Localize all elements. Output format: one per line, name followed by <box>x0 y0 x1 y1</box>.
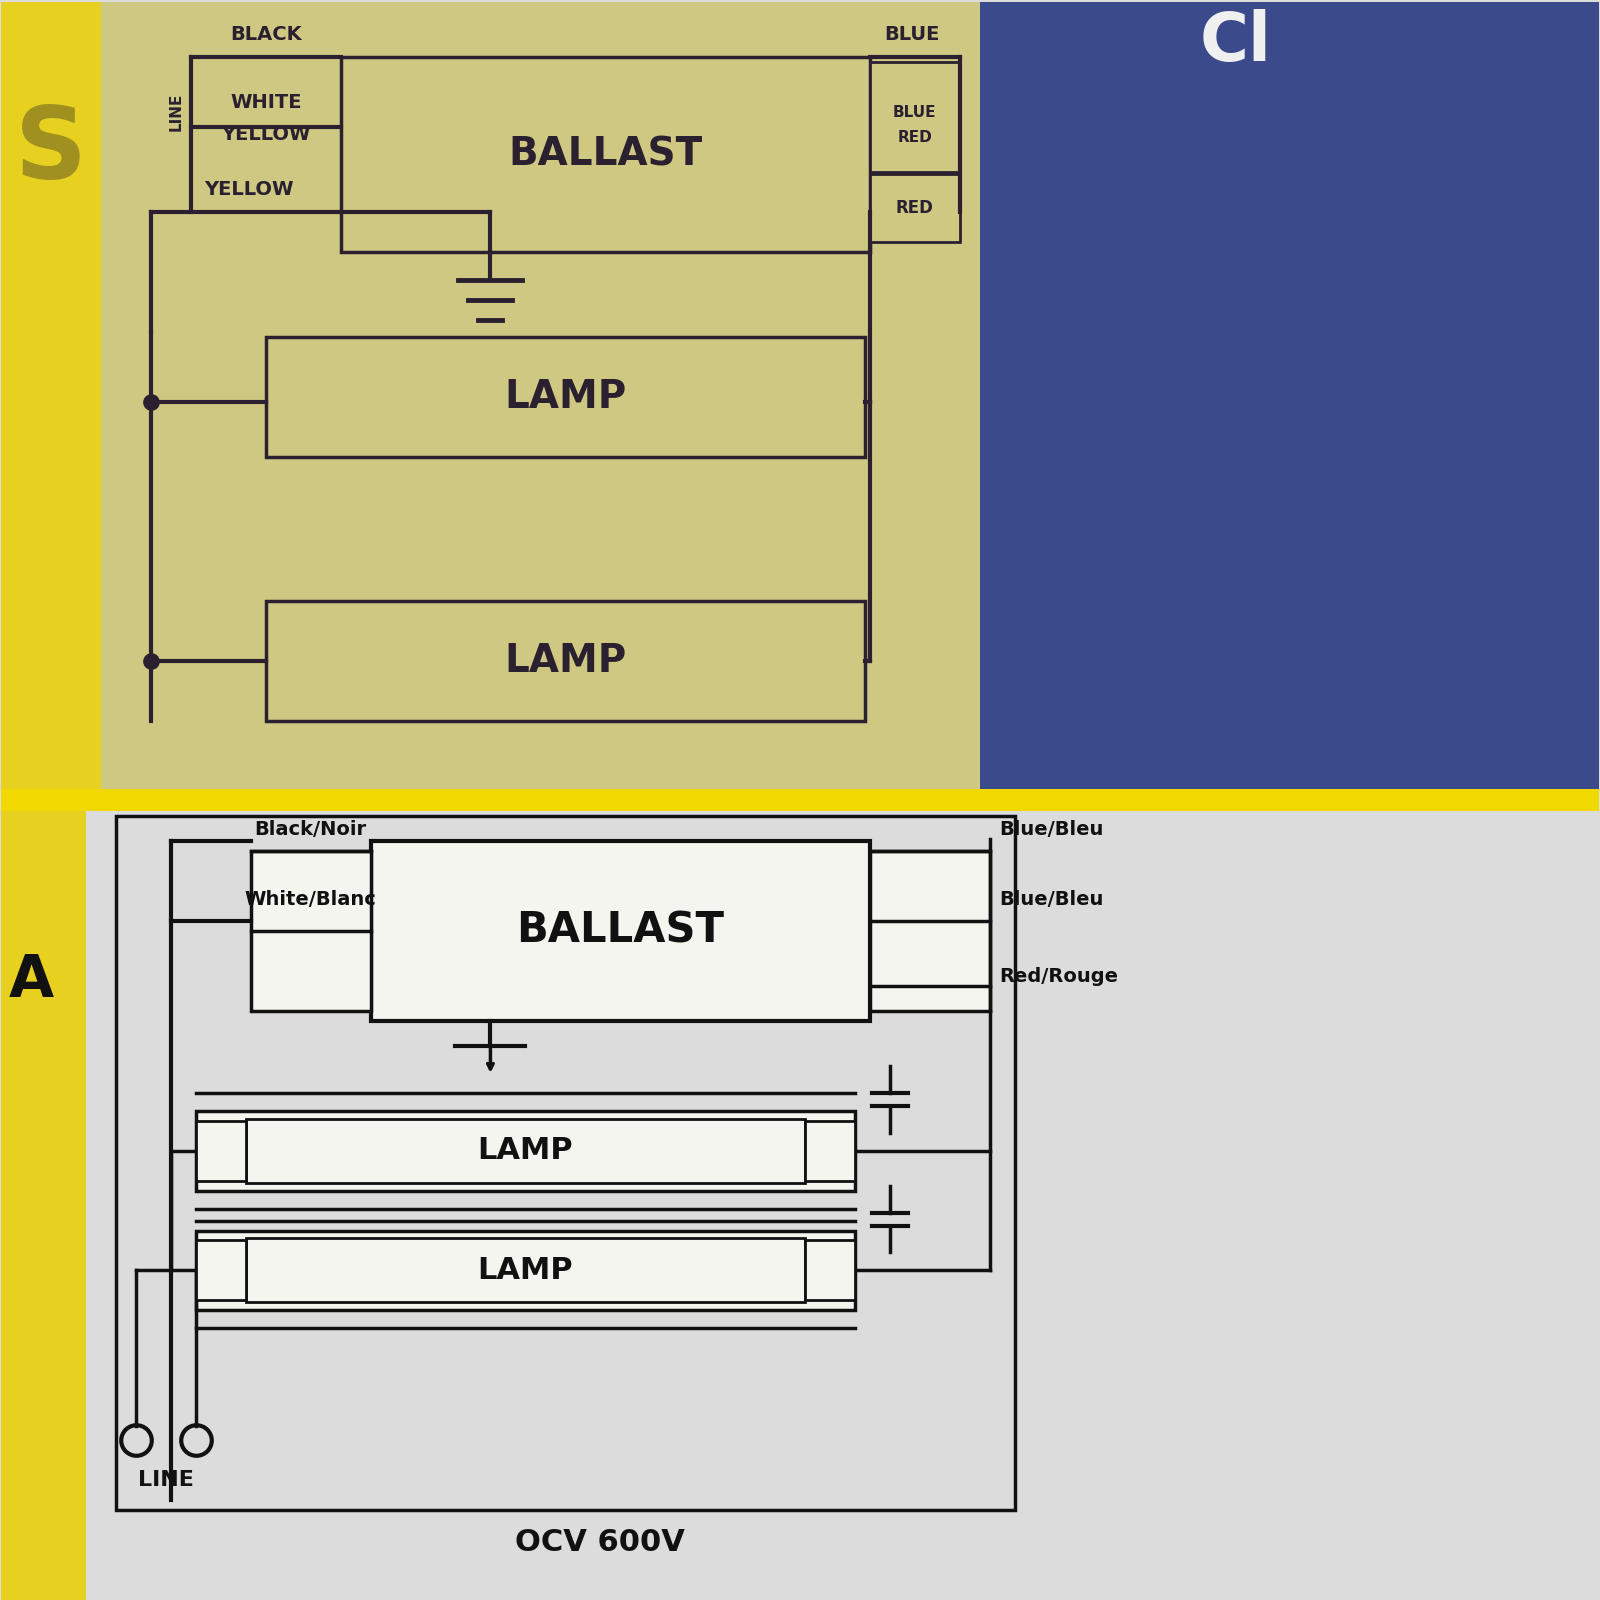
Bar <box>2 802 1598 1600</box>
Bar <box>341 58 870 251</box>
Text: RED: RED <box>898 130 933 144</box>
Bar <box>2 802 86 1600</box>
Bar <box>195 1120 246 1181</box>
Bar <box>2 2 101 802</box>
Bar <box>101 2 979 802</box>
Bar <box>266 336 866 456</box>
Text: RED: RED <box>896 198 934 218</box>
Text: LAMP: LAMP <box>504 378 627 416</box>
Text: OCV 600V: OCV 600V <box>515 1528 685 1557</box>
Text: A: A <box>8 952 54 1010</box>
Text: BALLAST: BALLAST <box>517 910 725 952</box>
Text: YELLOW: YELLOW <box>205 179 293 198</box>
Bar <box>246 1238 805 1302</box>
Text: LAMP: LAMP <box>477 1256 573 1285</box>
Text: Cl: Cl <box>1200 10 1272 75</box>
Bar <box>870 62 960 171</box>
Bar <box>805 1240 854 1301</box>
Text: Blue/Bleu: Blue/Bleu <box>1000 890 1104 909</box>
Bar <box>251 851 371 1011</box>
Text: BLUE: BLUE <box>893 104 936 120</box>
Bar <box>266 602 866 722</box>
Text: BLACK: BLACK <box>230 26 301 45</box>
Bar <box>195 1110 854 1190</box>
Text: BALLAST: BALLAST <box>509 136 702 173</box>
Bar <box>2 2 1598 802</box>
Bar <box>195 1240 246 1301</box>
Bar <box>870 174 960 242</box>
Text: LAMP: LAMP <box>504 642 627 680</box>
Bar <box>115 816 1014 1510</box>
Text: YELLOW: YELLOW <box>221 125 310 144</box>
Text: LINE: LINE <box>138 1470 194 1490</box>
Text: WHITE: WHITE <box>230 93 301 112</box>
Text: LAMP: LAMP <box>477 1136 573 1165</box>
Text: Red/Rouge: Red/Rouge <box>1000 966 1118 986</box>
Text: BLUE: BLUE <box>885 26 939 45</box>
Text: Blue/Bleu: Blue/Bleu <box>1000 821 1104 838</box>
Bar <box>371 842 870 1021</box>
Text: LINE: LINE <box>168 93 184 131</box>
Text: S: S <box>14 104 86 200</box>
Bar <box>246 1118 805 1182</box>
Text: Black/Noir: Black/Noir <box>254 821 366 838</box>
Text: White/Blanc: White/Blanc <box>245 890 376 909</box>
Bar <box>195 1230 854 1310</box>
Bar <box>870 851 990 1011</box>
Bar <box>2 789 1598 811</box>
Bar <box>805 1120 854 1181</box>
Bar <box>979 2 1598 802</box>
